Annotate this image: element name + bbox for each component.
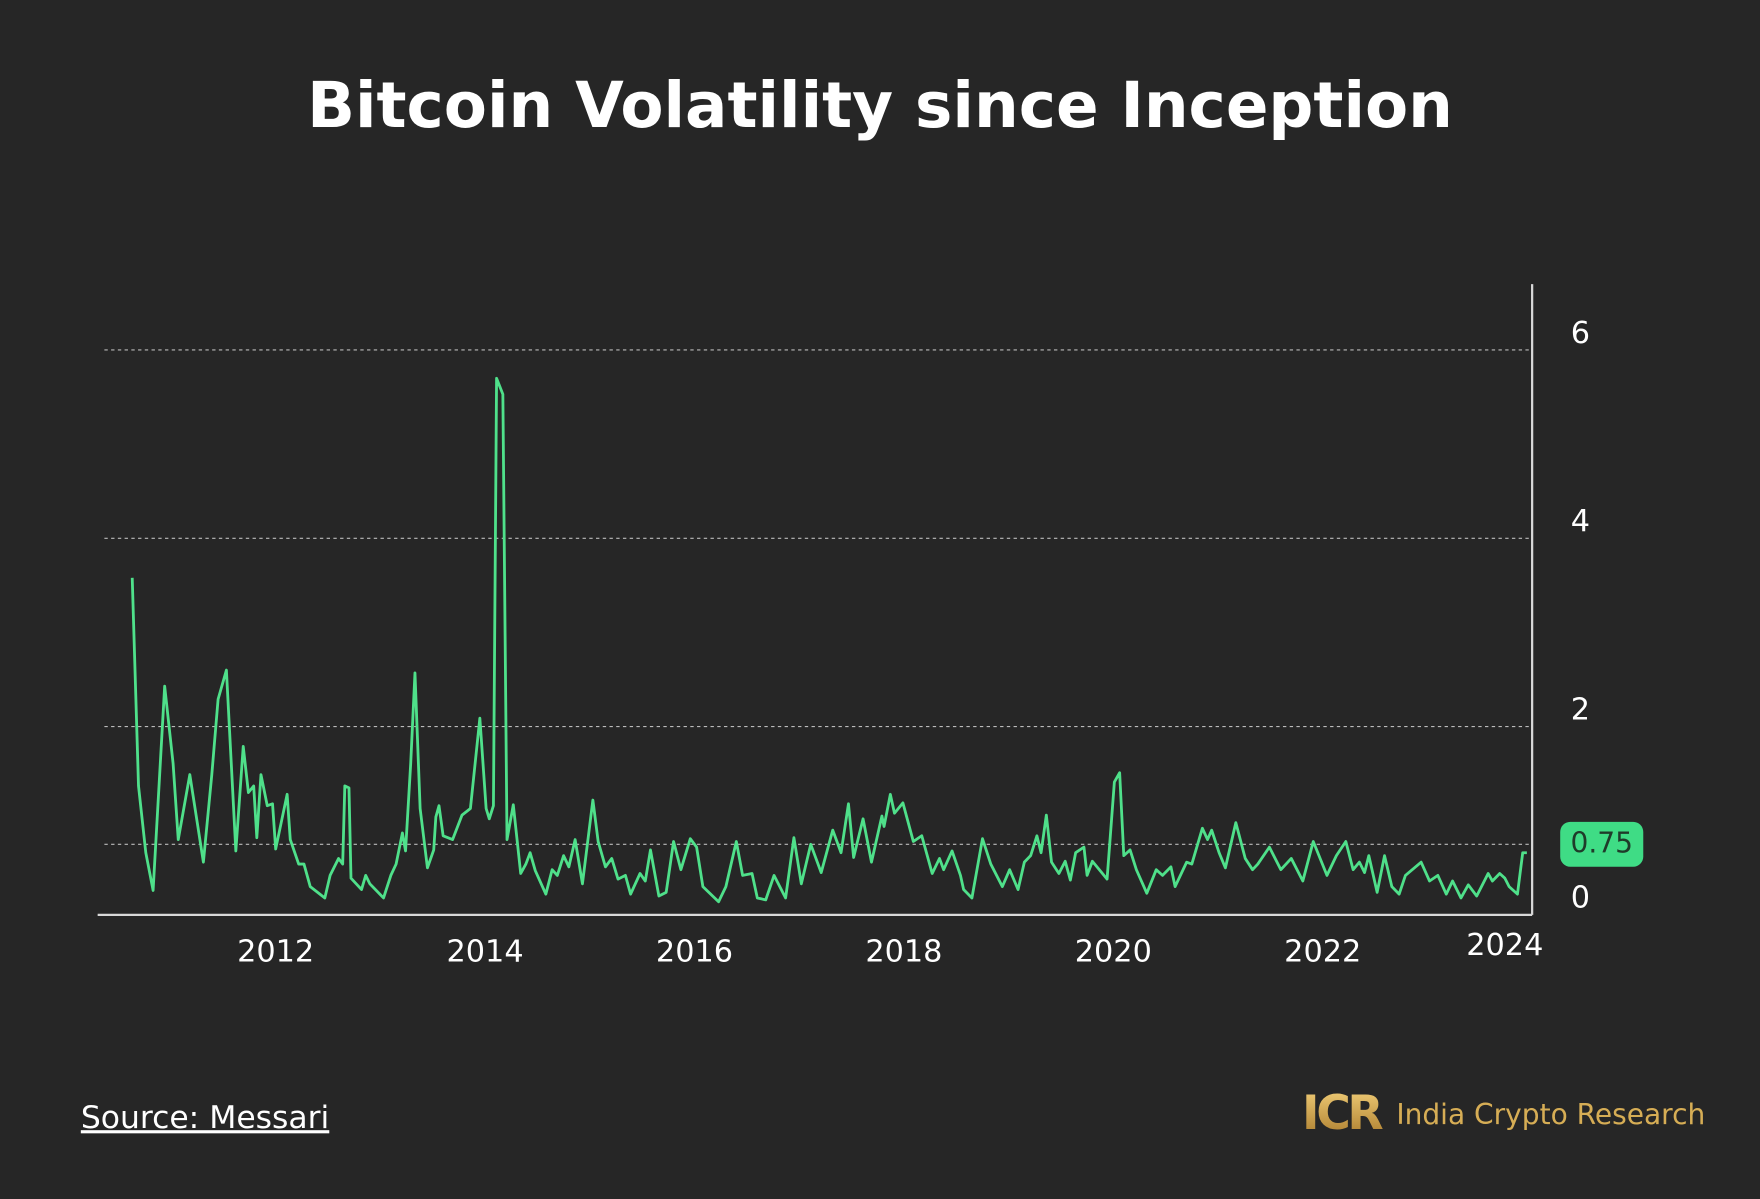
- y-tick-label: 2: [1571, 692, 1590, 727]
- chart-title: Bitcoin Volatility since Inception: [307, 69, 1453, 142]
- source: Source: Messari: [81, 1100, 329, 1136]
- logo: ICR: [1302, 1086, 1383, 1141]
- y-tick-label: 4: [1571, 504, 1590, 539]
- x-tick-label: 2018: [865, 935, 942, 970]
- x-tick-label: 2020: [1075, 935, 1152, 970]
- x-tick-label: 2024: [1466, 928, 1543, 963]
- brand: India Crypto Research: [1396, 1098, 1705, 1131]
- line-series: [130, 376, 1527, 904]
- y-tick-label: 0: [1571, 881, 1590, 916]
- value-badge: [1560, 821, 1644, 867]
- x-tick-label: 2022: [1284, 935, 1361, 970]
- y-tick-label: 6: [1571, 316, 1590, 351]
- value-badge-label: 0.75: [1571, 826, 1633, 859]
- x-tick-label: 2012: [237, 935, 314, 970]
- x-tick-label: 2016: [656, 935, 733, 970]
- x-tick-label: 2014: [447, 935, 524, 970]
